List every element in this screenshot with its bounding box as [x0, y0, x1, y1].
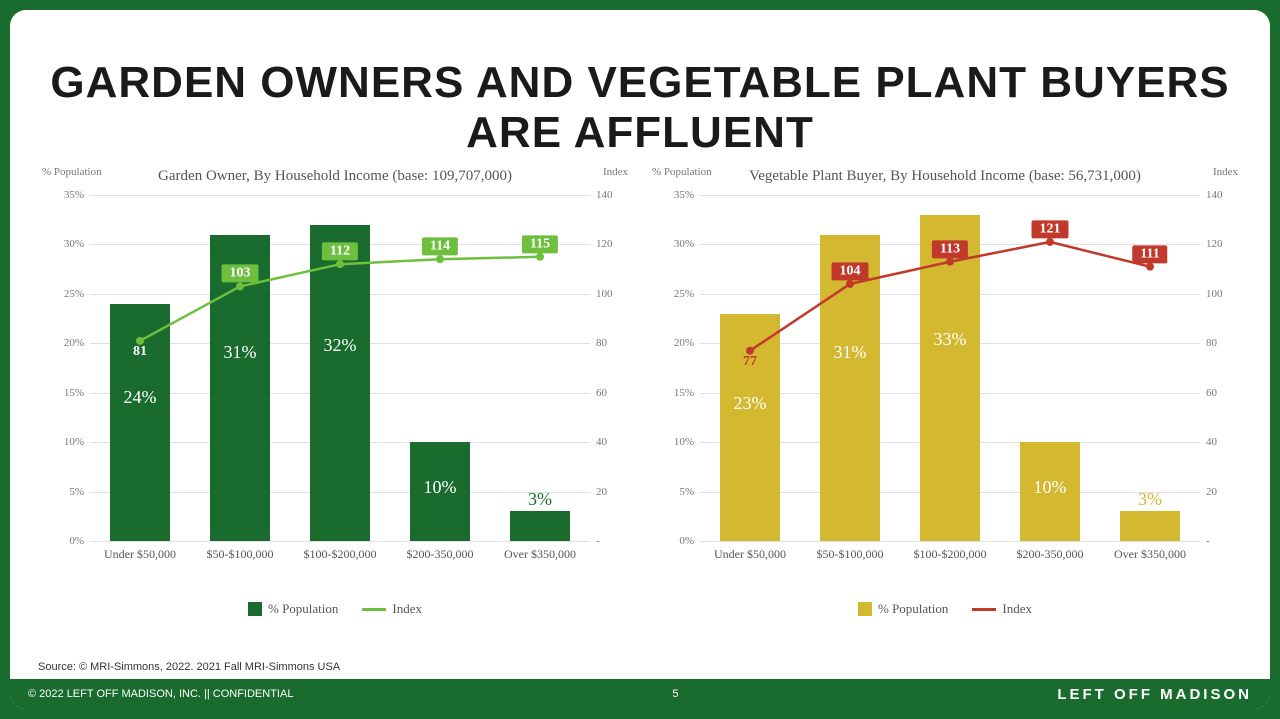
right-chart: % Population Index Vegetable Plant Buyer…: [650, 168, 1240, 655]
footer: © 2022 LEFT OFF MADISON, INC. || CONFIDE…: [10, 679, 1270, 709]
y-tick-right: 60: [596, 387, 607, 399]
y-tick-left: 30%: [674, 238, 694, 250]
legend-bar-label: % Population: [268, 601, 338, 617]
y-tick-right: 140: [596, 189, 613, 201]
y-tick-left: 30%: [64, 238, 84, 250]
category-label: Under $50,000: [90, 547, 190, 562]
category-label: Over $350,000: [490, 547, 590, 562]
y-tick-left: 15%: [64, 387, 84, 399]
y-tick-right: 140: [1206, 189, 1223, 201]
left-chart: % Population Index Garden Owner, By Hous…: [40, 168, 630, 655]
index-label: 121: [1032, 220, 1069, 238]
y-tick-right: 20: [596, 486, 607, 498]
legend-bar-label: % Population: [878, 601, 948, 617]
y-tick-right: 40: [1206, 436, 1217, 448]
index-label: 113: [932, 240, 968, 258]
index-label: 81: [125, 343, 155, 361]
source-text: Source: © MRI-Simmons, 2022. 2021 Fall M…: [10, 655, 1270, 679]
index-label: 114: [422, 238, 458, 256]
legend-bar: % Population: [858, 601, 948, 617]
left-legend: % Population Index: [40, 601, 630, 617]
category-label: Over $350,000: [1100, 547, 1200, 562]
slide-card: GARDEN OWNERS AND VEGETABLE PLANT BUYERS…: [10, 10, 1270, 709]
index-label: 104: [832, 262, 869, 280]
y-tick-left: 5%: [679, 486, 694, 498]
y-left-title: % Population: [652, 166, 712, 178]
y-tick-right: 100: [596, 288, 613, 300]
y-tick-right: 40: [596, 436, 607, 448]
y-tick-right: 100: [1206, 288, 1223, 300]
index-label: 111: [1132, 245, 1167, 263]
y-tick-right: 120: [1206, 238, 1223, 250]
y-tick-right: 120: [596, 238, 613, 250]
category-label: $100-$200,000: [900, 547, 1000, 562]
footer-left: © 2022 LEFT OFF MADISON, INC. || CONFIDE…: [28, 688, 293, 700]
category-label: $100-$200,000: [290, 547, 390, 562]
chart-title: Garden Owner, By Household Income (base:…: [40, 168, 630, 185]
index-label: 103: [222, 265, 259, 283]
index-label: 112: [322, 243, 358, 261]
footer-right: LEFT OFF MADISON: [1057, 686, 1252, 703]
y-tick-right: 80: [1206, 337, 1217, 349]
y-tick-left: 35%: [674, 189, 694, 201]
y-tick-left: 20%: [674, 337, 694, 349]
category-label: $200-350,000: [390, 547, 490, 562]
category-label: Under $50,000: [700, 547, 800, 562]
charts-row: % Population Index Garden Owner, By Hous…: [10, 168, 1270, 655]
chart-title: Vegetable Plant Buyer, By Household Inco…: [650, 168, 1240, 185]
y-tick-left: 25%: [674, 288, 694, 300]
y-tick-left: 25%: [64, 288, 84, 300]
category-label: $50-$100,000: [800, 547, 900, 562]
index-label: 77: [735, 352, 765, 370]
y-tick-right: 80: [596, 337, 607, 349]
y-tick-right: -: [1206, 535, 1210, 547]
legend-bar: % Population: [248, 601, 338, 617]
legend-line-label: Index: [392, 601, 422, 617]
y-tick-right: -: [596, 535, 600, 547]
y-tick-left: 0%: [69, 535, 84, 547]
y-tick-left: 5%: [69, 486, 84, 498]
left-plot: 0% 5% 10% 15% 20% 25% 30% 35% - 20 40 60 80 100 120 140…: [40, 191, 630, 601]
index-label: 115: [522, 235, 558, 253]
y-tick-right: 20: [1206, 486, 1217, 498]
y-tick-left: 10%: [674, 436, 694, 448]
y-tick-left: 15%: [674, 387, 694, 399]
right-legend: % Population Index: [650, 601, 1240, 617]
category-label: $200-350,000: [1000, 547, 1100, 562]
legend-line: Index: [972, 601, 1032, 617]
right-plot: 0% 5% 10% 15% 20% 25% 30% 35% - 20 40 60 80 100 120 140…: [650, 191, 1240, 601]
legend-line: Index: [362, 601, 422, 617]
legend-line-label: Index: [1002, 601, 1032, 617]
y-tick-right: 60: [1206, 387, 1217, 399]
y-right-title: Index: [603, 166, 628, 178]
y-tick-left: 35%: [64, 189, 84, 201]
y-tick-left: 20%: [64, 337, 84, 349]
y-left-title: % Population: [42, 166, 102, 178]
y-right-title: Index: [1213, 166, 1238, 178]
slide-title: GARDEN OWNERS AND VEGETABLE PLANT BUYERS…: [10, 58, 1270, 158]
footer-page: 5: [672, 688, 678, 700]
y-tick-left: 10%: [64, 436, 84, 448]
category-label: $50-$100,000: [190, 547, 290, 562]
y-tick-left: 0%: [679, 535, 694, 547]
